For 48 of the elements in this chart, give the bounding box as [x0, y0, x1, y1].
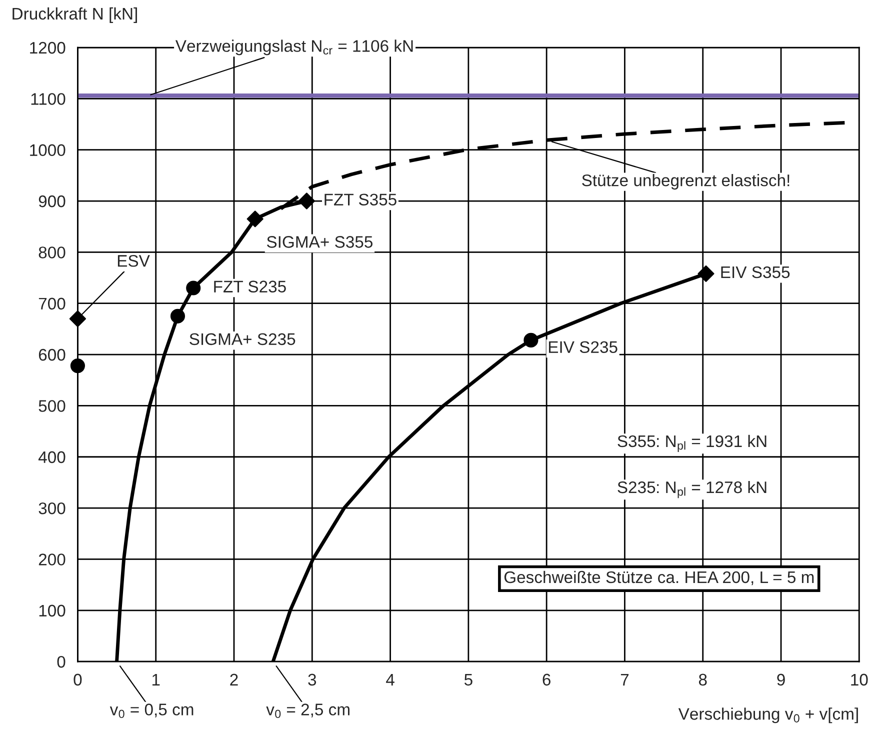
- x-axis-title: Verschiebung v$_{0}$ + v[cm]: [678, 708, 858, 724]
- point: [69, 310, 86, 328]
- annotation: Stütze unbegrenzt elastisch!: [582, 174, 790, 190]
- point: [70, 358, 85, 374]
- y-tick-label: 800: [38, 246, 66, 258]
- y-tick-label: 1100: [31, 93, 66, 105]
- y-tick-label: 400: [38, 451, 66, 464]
- annotation: SIGMA+ S355: [266, 236, 373, 248]
- y-tick-label: 100: [39, 604, 66, 617]
- annotation: S235: N$_{pl}$ = 1278 kN: [618, 480, 766, 498]
- annotation: FZT S355: [324, 194, 396, 206]
- point: [186, 280, 201, 296]
- y-tick-label: 600: [38, 348, 66, 361]
- x-tick-label: 8: [698, 674, 707, 686]
- point: [698, 265, 714, 282]
- x-tick-label: 2: [230, 674, 238, 686]
- x-tick-label: 3: [308, 674, 316, 686]
- x-tick-label: 4: [386, 674, 394, 686]
- x-tick-label: 10: [851, 674, 868, 686]
- point: [298, 192, 315, 210]
- y-tick-label: 700: [38, 298, 66, 310]
- annotation: SIGMA+ S235: [190, 333, 296, 346]
- annotation: FZT S235: [214, 280, 286, 292]
- y-tick-label: 900: [38, 195, 66, 208]
- ref-line-label: Verzweigungslast N$_{cr}$ = 1106 kN: [175, 40, 413, 56]
- annotation: S355: N$_{pl}$ = 1931 kN: [618, 434, 766, 452]
- x-tick-label: 9: [777, 674, 785, 686]
- y-tick-label: 300: [38, 502, 66, 514]
- y-tick-label: 200: [38, 554, 66, 566]
- x-tick-label: 6: [542, 674, 550, 686]
- x-tick-label: 7: [620, 674, 629, 686]
- y-tick-label: 0: [57, 656, 66, 668]
- y-tick-label: 500: [38, 400, 66, 412]
- annotation: v$_{0}$ = 0,5 cm: [110, 704, 194, 718]
- annotation: v$_{0}$ = 2,5 cm: [266, 704, 350, 718]
- x-tick-label: 0: [74, 674, 82, 686]
- point: [246, 210, 264, 228]
- annotation: Geschweißte Stütze ca. HEA 200, L = 5 m: [504, 570, 814, 586]
- y-tick-label: 1000: [30, 144, 66, 156]
- point: [170, 308, 186, 324]
- point: [524, 332, 538, 348]
- x-tick-label: 1: [152, 674, 160, 686]
- y-tick-label: 1200: [30, 42, 66, 54]
- annotation: EIV S355: [721, 266, 790, 278]
- y-axis-title: Druckkraft N [kN]: [12, 7, 137, 23]
- annotation: ESV: [118, 255, 150, 267]
- annotation: EIV S235: [548, 341, 618, 354]
- x-tick-label: 5: [464, 674, 472, 686]
